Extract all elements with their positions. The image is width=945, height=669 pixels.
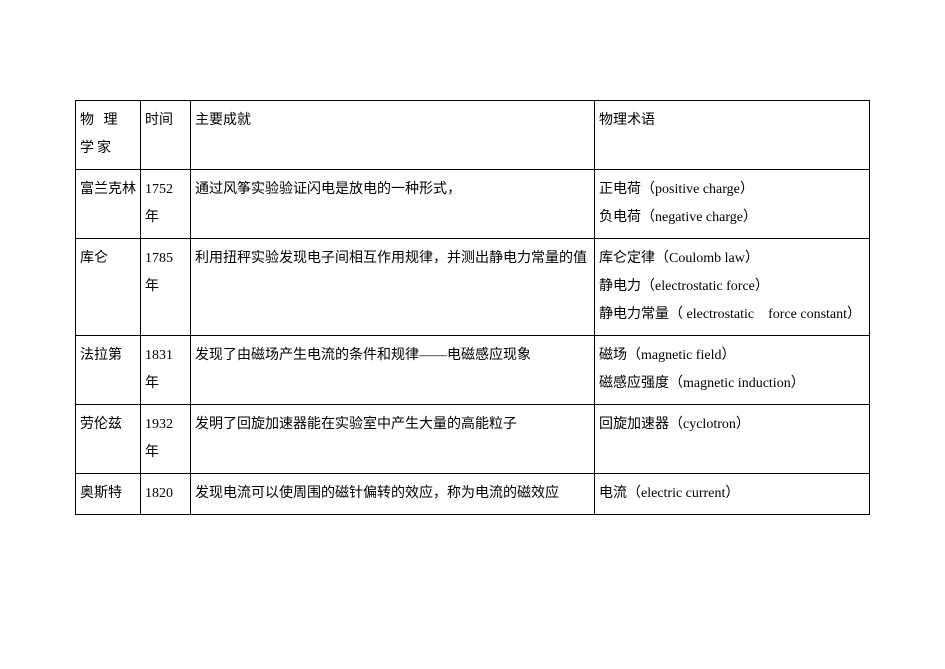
table-row: 劳伦兹 1932年 发明了回旋加速器能在实验室中产生大量的高能粒子 回旋加速器（… bbox=[76, 405, 870, 474]
time-value: 1820 bbox=[145, 480, 186, 508]
time-value: 1752年 bbox=[145, 176, 186, 232]
term-text: 电流（electric current） bbox=[599, 480, 865, 508]
table-row: 富兰克林 1752年 通过风筝实验验证闪电是放电的一种形式， 正电荷（posit… bbox=[76, 170, 870, 239]
term-text: 库仑定律（Coulomb law）静电力（electrostatic force… bbox=[599, 245, 865, 329]
header-term: 物理术语 bbox=[595, 101, 870, 170]
cell-physicist: 法拉第 bbox=[76, 336, 141, 405]
header-time-label: 时间 bbox=[145, 107, 186, 135]
cell-term: 电流（electric current） bbox=[595, 474, 870, 515]
cell-time: 1820 bbox=[141, 474, 191, 515]
term-text: 回旋加速器（cyclotron） bbox=[599, 411, 865, 439]
cell-term: 正电荷（positive charge）负电荷（negative charge） bbox=[595, 170, 870, 239]
cell-achievement: 利用扭秤实验发现电子间相互作用规律，并测出静电力常量的值 bbox=[191, 239, 595, 336]
cell-achievement: 发现电流可以使周围的磁针偏转的效应，称为电流的磁效应 bbox=[191, 474, 595, 515]
term-text: 磁场（magnetic field）磁感应强度（magnetic inducti… bbox=[599, 342, 865, 398]
achievement-text: 利用扭秤实验发现电子间相互作用规律，并测出静电力常量的值 bbox=[195, 245, 590, 273]
header-physicist-label: 物 理 学家 bbox=[80, 107, 136, 163]
physics-table: 物 理 学家 时间 主要成就 物理术语 富兰克林 1752年 通过风筝实验验证闪… bbox=[75, 100, 870, 515]
cell-achievement: 发现了由磁场产生电流的条件和规律——电磁感应现象 bbox=[191, 336, 595, 405]
table-row: 库仑 1785年 利用扭秤实验发现电子间相互作用规律，并测出静电力常量的值 库仑… bbox=[76, 239, 870, 336]
achievement-text: 发现了由磁场产生电流的条件和规律——电磁感应现象 bbox=[195, 342, 590, 370]
physicist-name: 奥斯特 bbox=[80, 480, 136, 508]
time-value: 1831年 bbox=[145, 342, 186, 398]
cell-physicist: 奥斯特 bbox=[76, 474, 141, 515]
header-physicist: 物 理 学家 bbox=[76, 101, 141, 170]
cell-physicist: 库仑 bbox=[76, 239, 141, 336]
physicist-name: 库仑 bbox=[80, 245, 136, 273]
cell-achievement: 通过风筝实验验证闪电是放电的一种形式， bbox=[191, 170, 595, 239]
cell-term: 回旋加速器（cyclotron） bbox=[595, 405, 870, 474]
cell-physicist: 富兰克林 bbox=[76, 170, 141, 239]
cell-physicist: 劳伦兹 bbox=[76, 405, 141, 474]
physicist-name: 法拉第 bbox=[80, 342, 136, 370]
physicist-name: 富兰克林 bbox=[80, 176, 136, 204]
achievement-text: 发明了回旋加速器能在实验室中产生大量的高能粒子 bbox=[195, 411, 590, 439]
header-achievement-label: 主要成就 bbox=[195, 107, 590, 135]
header-time: 时间 bbox=[141, 101, 191, 170]
cell-time: 1831年 bbox=[141, 336, 191, 405]
cell-time: 1752年 bbox=[141, 170, 191, 239]
achievement-text: 通过风筝实验验证闪电是放电的一种形式， bbox=[195, 176, 590, 204]
cell-time: 1785年 bbox=[141, 239, 191, 336]
table-row: 法拉第 1831年 发现了由磁场产生电流的条件和规律——电磁感应现象 磁场（ma… bbox=[76, 336, 870, 405]
achievement-text: 发现电流可以使周围的磁针偏转的效应，称为电流的磁效应 bbox=[195, 480, 590, 508]
term-text: 正电荷（positive charge）负电荷（negative charge） bbox=[599, 176, 865, 232]
cell-achievement: 发明了回旋加速器能在实验室中产生大量的高能粒子 bbox=[191, 405, 595, 474]
table-header-row: 物 理 学家 时间 主要成就 物理术语 bbox=[76, 101, 870, 170]
header-term-label: 物理术语 bbox=[599, 107, 865, 135]
cell-term: 库仑定律（Coulomb law）静电力（electrostatic force… bbox=[595, 239, 870, 336]
table-row: 奥斯特 1820 发现电流可以使周围的磁针偏转的效应，称为电流的磁效应 电流（e… bbox=[76, 474, 870, 515]
physicist-name: 劳伦兹 bbox=[80, 411, 136, 439]
time-value: 1932年 bbox=[145, 411, 186, 467]
cell-term: 磁场（magnetic field）磁感应强度（magnetic inducti… bbox=[595, 336, 870, 405]
header-achievement: 主要成就 bbox=[191, 101, 595, 170]
cell-time: 1932年 bbox=[141, 405, 191, 474]
time-value: 1785年 bbox=[145, 245, 186, 301]
